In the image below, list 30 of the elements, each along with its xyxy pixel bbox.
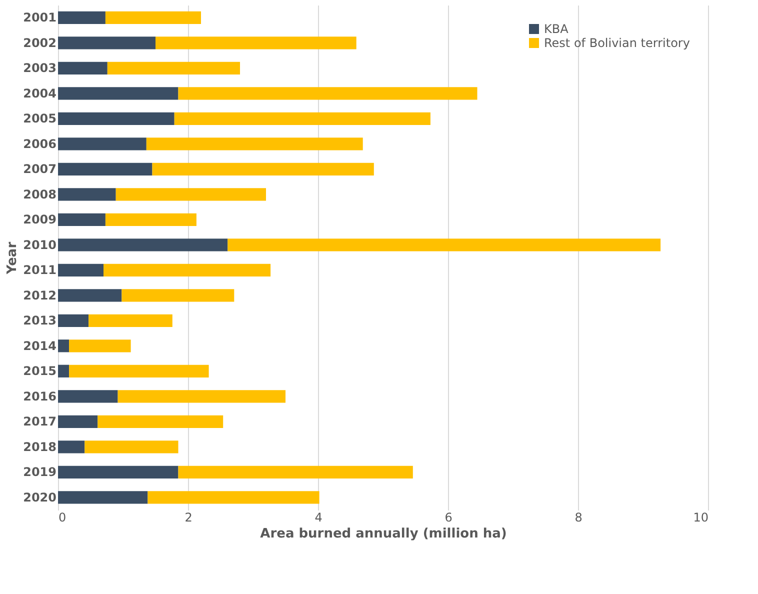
x-tick-label: 4 bbox=[314, 510, 322, 524]
y-tick-label: 2013 bbox=[23, 314, 56, 328]
y-tick-label: 2015 bbox=[23, 364, 56, 378]
legend-label: Rest of Bolivian territory bbox=[544, 36, 690, 50]
y-tick-label: 2016 bbox=[23, 389, 56, 404]
x-tick-label: 6 bbox=[444, 510, 452, 524]
x-tick-label: 10 bbox=[693, 510, 708, 524]
y-tick-label: 2009 bbox=[23, 212, 56, 227]
y-tick-label: 2008 bbox=[23, 187, 56, 202]
y-tick-label: 2007 bbox=[23, 162, 56, 176]
y-tick-label: 2006 bbox=[23, 136, 56, 151]
y-tick-label: 2010 bbox=[23, 238, 56, 252]
x-tick-label: 0 bbox=[58, 510, 66, 524]
x-tick-label: 2 bbox=[184, 510, 192, 524]
y-tick-label: 2012 bbox=[23, 288, 56, 302]
y-tick-label: 2018 bbox=[23, 440, 56, 454]
y-tick-label: 2017 bbox=[23, 414, 56, 429]
y-tick-label: 2005 bbox=[23, 112, 56, 126]
y-tick-label: 2011 bbox=[23, 263, 56, 278]
y-tick-label: 2001 bbox=[23, 10, 56, 25]
x-axis-title: Area burned annually (million ha) bbox=[260, 526, 507, 542]
y-tick-label: 2019 bbox=[23, 465, 56, 480]
y-tick-label: 2002 bbox=[23, 36, 56, 50]
y-axis-title: Year bbox=[5, 241, 20, 276]
y-tick-label: 2020 bbox=[23, 490, 56, 504]
legend-label: KBA bbox=[544, 22, 570, 36]
x-tick-label: 8 bbox=[574, 510, 582, 524]
y-tick-label: 2004 bbox=[23, 86, 56, 100]
y-tick-label: 2003 bbox=[23, 61, 56, 76]
y-tick-label: 2014 bbox=[23, 338, 56, 353]
